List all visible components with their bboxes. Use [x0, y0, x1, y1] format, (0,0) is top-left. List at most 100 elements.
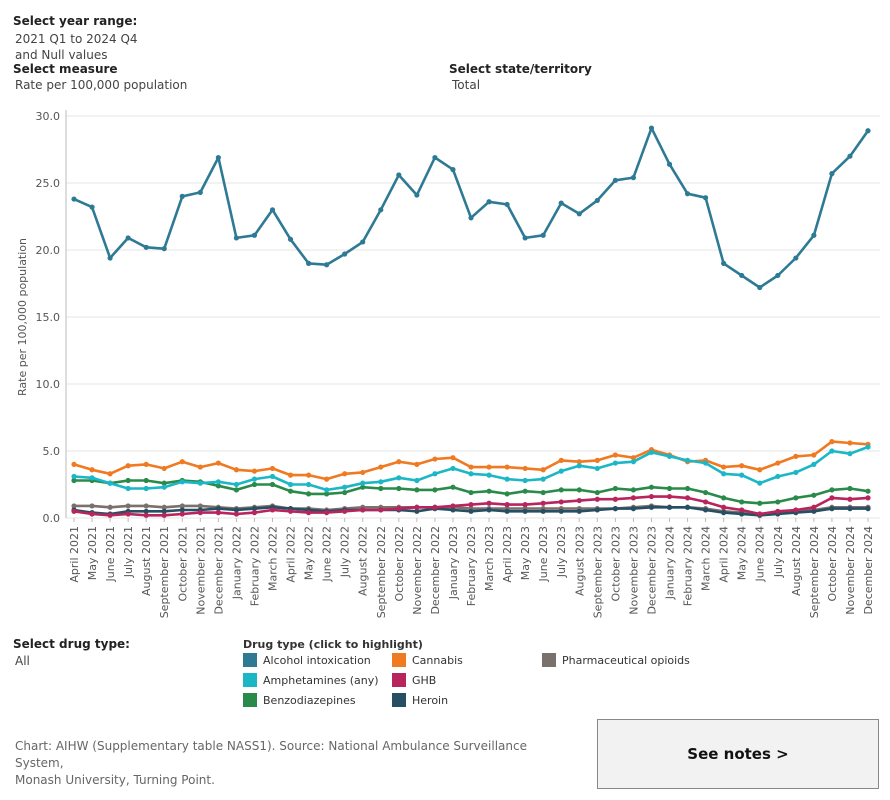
data-point[interactable]: [143, 512, 149, 518]
data-point[interactable]: [504, 464, 510, 470]
data-point[interactable]: [793, 495, 799, 501]
data-point[interactable]: [847, 506, 853, 512]
data-point[interactable]: [287, 488, 294, 494]
data-point[interactable]: [540, 508, 546, 514]
data-point[interactable]: [775, 460, 781, 466]
data-point[interactable]: [161, 512, 167, 518]
data-point[interactable]: [612, 506, 618, 512]
data-point[interactable]: [739, 463, 745, 469]
data-point[interactable]: [594, 496, 600, 502]
data-point[interactable]: [811, 452, 817, 458]
legend-item-benzodiazepines[interactable]: Benzodiazepines: [243, 693, 356, 707]
data-point[interactable]: [540, 467, 546, 473]
data-point[interactable]: [612, 460, 618, 466]
data-point[interactable]: [125, 503, 131, 509]
data-point[interactable]: [630, 506, 637, 512]
data-point[interactable]: [829, 506, 835, 512]
data-point[interactable]: [504, 201, 510, 208]
year-range-value[interactable]: 2021 Q1 to 2024 Q4: [15, 32, 138, 46]
data-point[interactable]: [739, 511, 745, 517]
legend-item-cannabis[interactable]: Cannabis: [392, 653, 463, 667]
data-point[interactable]: [197, 189, 203, 195]
data-point[interactable]: [360, 469, 366, 476]
data-point[interactable]: [432, 456, 438, 462]
data-point[interactable]: [648, 484, 655, 490]
data-point[interactable]: [360, 239, 366, 245]
data-point[interactable]: [684, 457, 691, 463]
see-notes-button[interactable]: See notes >: [597, 719, 879, 789]
data-point[interactable]: [125, 477, 131, 484]
data-point[interactable]: [251, 476, 258, 482]
data-point[interactable]: [721, 495, 727, 501]
data-point[interactable]: [432, 504, 438, 510]
data-point[interactable]: [576, 463, 582, 469]
data-point[interactable]: [233, 467, 240, 473]
data-point[interactable]: [197, 464, 203, 470]
data-point[interactable]: [414, 504, 420, 510]
data-point[interactable]: [179, 503, 185, 509]
data-point[interactable]: [89, 204, 95, 210]
data-point[interactable]: [396, 506, 402, 512]
data-point[interactable]: [829, 448, 835, 454]
data-point[interactable]: [775, 499, 781, 505]
data-point[interactable]: [612, 452, 618, 458]
data-point[interactable]: [811, 232, 817, 238]
data-point[interactable]: [721, 260, 727, 266]
legend-item-heroin[interactable]: Heroin: [392, 693, 448, 707]
data-point[interactable]: [739, 499, 745, 505]
data-point[interactable]: [233, 511, 240, 517]
data-point[interactable]: [378, 207, 384, 213]
data-point[interactable]: [251, 232, 258, 238]
data-point[interactable]: [757, 511, 763, 517]
data-point[interactable]: [251, 510, 258, 516]
data-point[interactable]: [594, 507, 600, 513]
data-point[interactable]: [269, 207, 276, 213]
data-point[interactable]: [666, 453, 673, 459]
data-point[interactable]: [215, 460, 221, 466]
data-point[interactable]: [450, 507, 456, 513]
data-point[interactable]: [215, 483, 221, 489]
data-point[interactable]: [702, 195, 709, 201]
data-point[interactable]: [630, 495, 637, 501]
data-point[interactable]: [594, 457, 600, 463]
data-point[interactable]: [540, 489, 546, 496]
data-point[interactable]: [161, 465, 167, 472]
data-point[interactable]: [269, 473, 276, 480]
data-point[interactable]: [558, 499, 564, 505]
data-point[interactable]: [486, 488, 492, 494]
data-point[interactable]: [233, 481, 240, 488]
data-point[interactable]: [161, 504, 167, 510]
data-point[interactable]: [432, 154, 438, 161]
drug-type-dropdown[interactable]: All: [15, 654, 30, 668]
data-point[interactable]: [811, 508, 817, 514]
data-point[interactable]: [558, 487, 564, 493]
data-point[interactable]: [378, 485, 384, 492]
data-point[interactable]: [540, 232, 546, 238]
data-point[interactable]: [287, 472, 294, 478]
data-point[interactable]: [468, 471, 474, 477]
data-point[interactable]: [360, 484, 366, 490]
series-alcohol-intoxication[interactable]: [71, 125, 871, 291]
data-point[interactable]: [468, 489, 474, 496]
data-point[interactable]: [378, 479, 384, 485]
data-point[interactable]: [757, 284, 763, 291]
data-point[interactable]: [179, 193, 185, 199]
data-point[interactable]: [251, 468, 258, 474]
data-point[interactable]: [324, 476, 330, 482]
data-point[interactable]: [504, 502, 510, 508]
data-point[interactable]: [522, 488, 528, 494]
data-point[interactable]: [143, 503, 149, 509]
data-point[interactable]: [630, 487, 637, 493]
data-point[interactable]: [305, 481, 312, 488]
data-point[interactable]: [179, 507, 185, 513]
legend-item-ghb[interactable]: GHB: [392, 673, 436, 687]
data-point[interactable]: [432, 471, 438, 477]
data-point[interactable]: [811, 461, 817, 467]
data-point[interactable]: [468, 508, 474, 514]
data-point[interactable]: [71, 461, 77, 467]
data-point[interactable]: [522, 465, 528, 472]
data-point[interactable]: [107, 512, 113, 518]
data-point[interactable]: [721, 464, 727, 470]
data-point[interactable]: [468, 502, 474, 508]
data-point[interactable]: [486, 464, 492, 470]
